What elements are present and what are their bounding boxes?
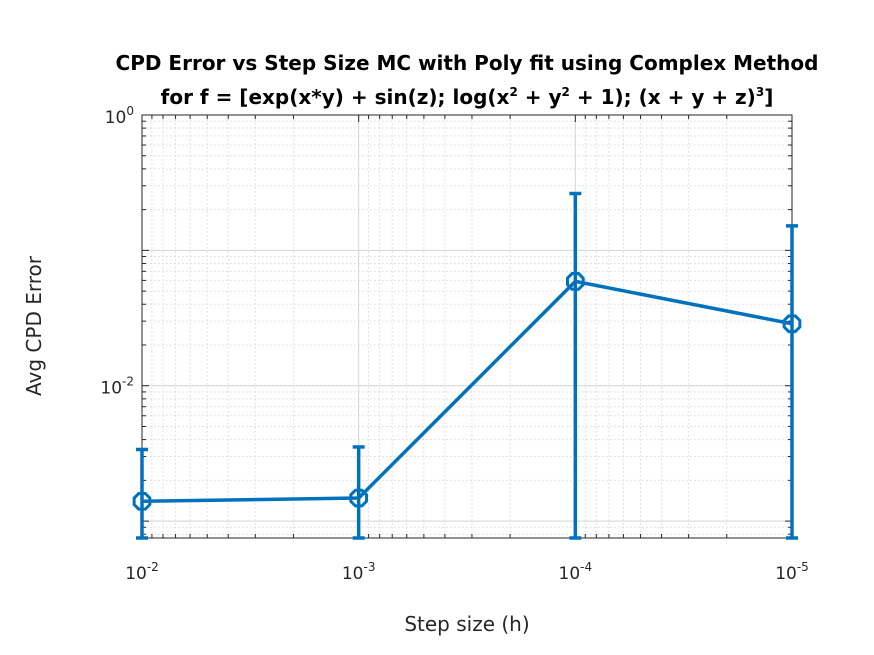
y-tick-base: 10 bbox=[100, 379, 122, 399]
x-tick-base: 10 bbox=[125, 564, 147, 584]
data-point bbox=[132, 491, 152, 511]
y-tick-exponent: -2 bbox=[122, 375, 134, 389]
data-point bbox=[349, 488, 369, 508]
subtitle-sup-1: 2 bbox=[509, 85, 517, 99]
x-tick-base: 10 bbox=[342, 564, 364, 584]
series bbox=[132, 191, 802, 540]
subtitle-part-b: + y bbox=[518, 85, 562, 109]
subtitle-sup-2: 2 bbox=[562, 85, 570, 99]
subtitle-part-c: + 1); (x + y + z) bbox=[570, 85, 756, 109]
x-tick-exponent: -5 bbox=[797, 560, 809, 574]
data-point bbox=[565, 272, 585, 291]
x-tick-label: 10-2 bbox=[125, 560, 159, 584]
x-axis-label: Step size (h) bbox=[404, 612, 529, 636]
grid bbox=[141, 114, 793, 538]
x-tick-labels: 10-2 10-3 10-4 10-5 bbox=[125, 560, 809, 584]
y-tick-label: 10-2 bbox=[100, 375, 134, 399]
axis-tick-marks bbox=[141, 114, 793, 538]
subtitle-sup-3: 3 bbox=[756, 85, 764, 99]
subtitle-part-a: for f = [exp(x*y) + sin(z); log(x bbox=[161, 85, 510, 109]
y-tick-label: 100 bbox=[105, 104, 134, 128]
chart-title: CPD Error vs Step Size MC with Poly fit … bbox=[116, 51, 819, 75]
x-tick-base: 10 bbox=[559, 564, 581, 584]
x-tick-label: 10-5 bbox=[775, 560, 809, 584]
x-tick-base: 10 bbox=[775, 564, 797, 584]
y-tick-exponent: 0 bbox=[126, 104, 134, 118]
y-tick-base: 10 bbox=[105, 108, 127, 128]
axes-box bbox=[141, 114, 793, 539]
series-line bbox=[141, 279, 793, 504]
x-tick-label: 10-4 bbox=[559, 560, 593, 584]
x-tick-exponent: -3 bbox=[364, 560, 376, 574]
x-tick-label: 10-3 bbox=[342, 560, 376, 584]
data-point bbox=[782, 314, 802, 334]
subtitle-part-d: ] bbox=[764, 85, 773, 109]
chart-subtitle: for f = [exp(x*y) + sin(z); log(x2 + y2 … bbox=[161, 85, 774, 109]
y-axis-label: Avg CPD Error bbox=[22, 255, 46, 396]
x-tick-exponent: -2 bbox=[147, 560, 159, 574]
x-tick-exponent: -4 bbox=[580, 560, 592, 574]
